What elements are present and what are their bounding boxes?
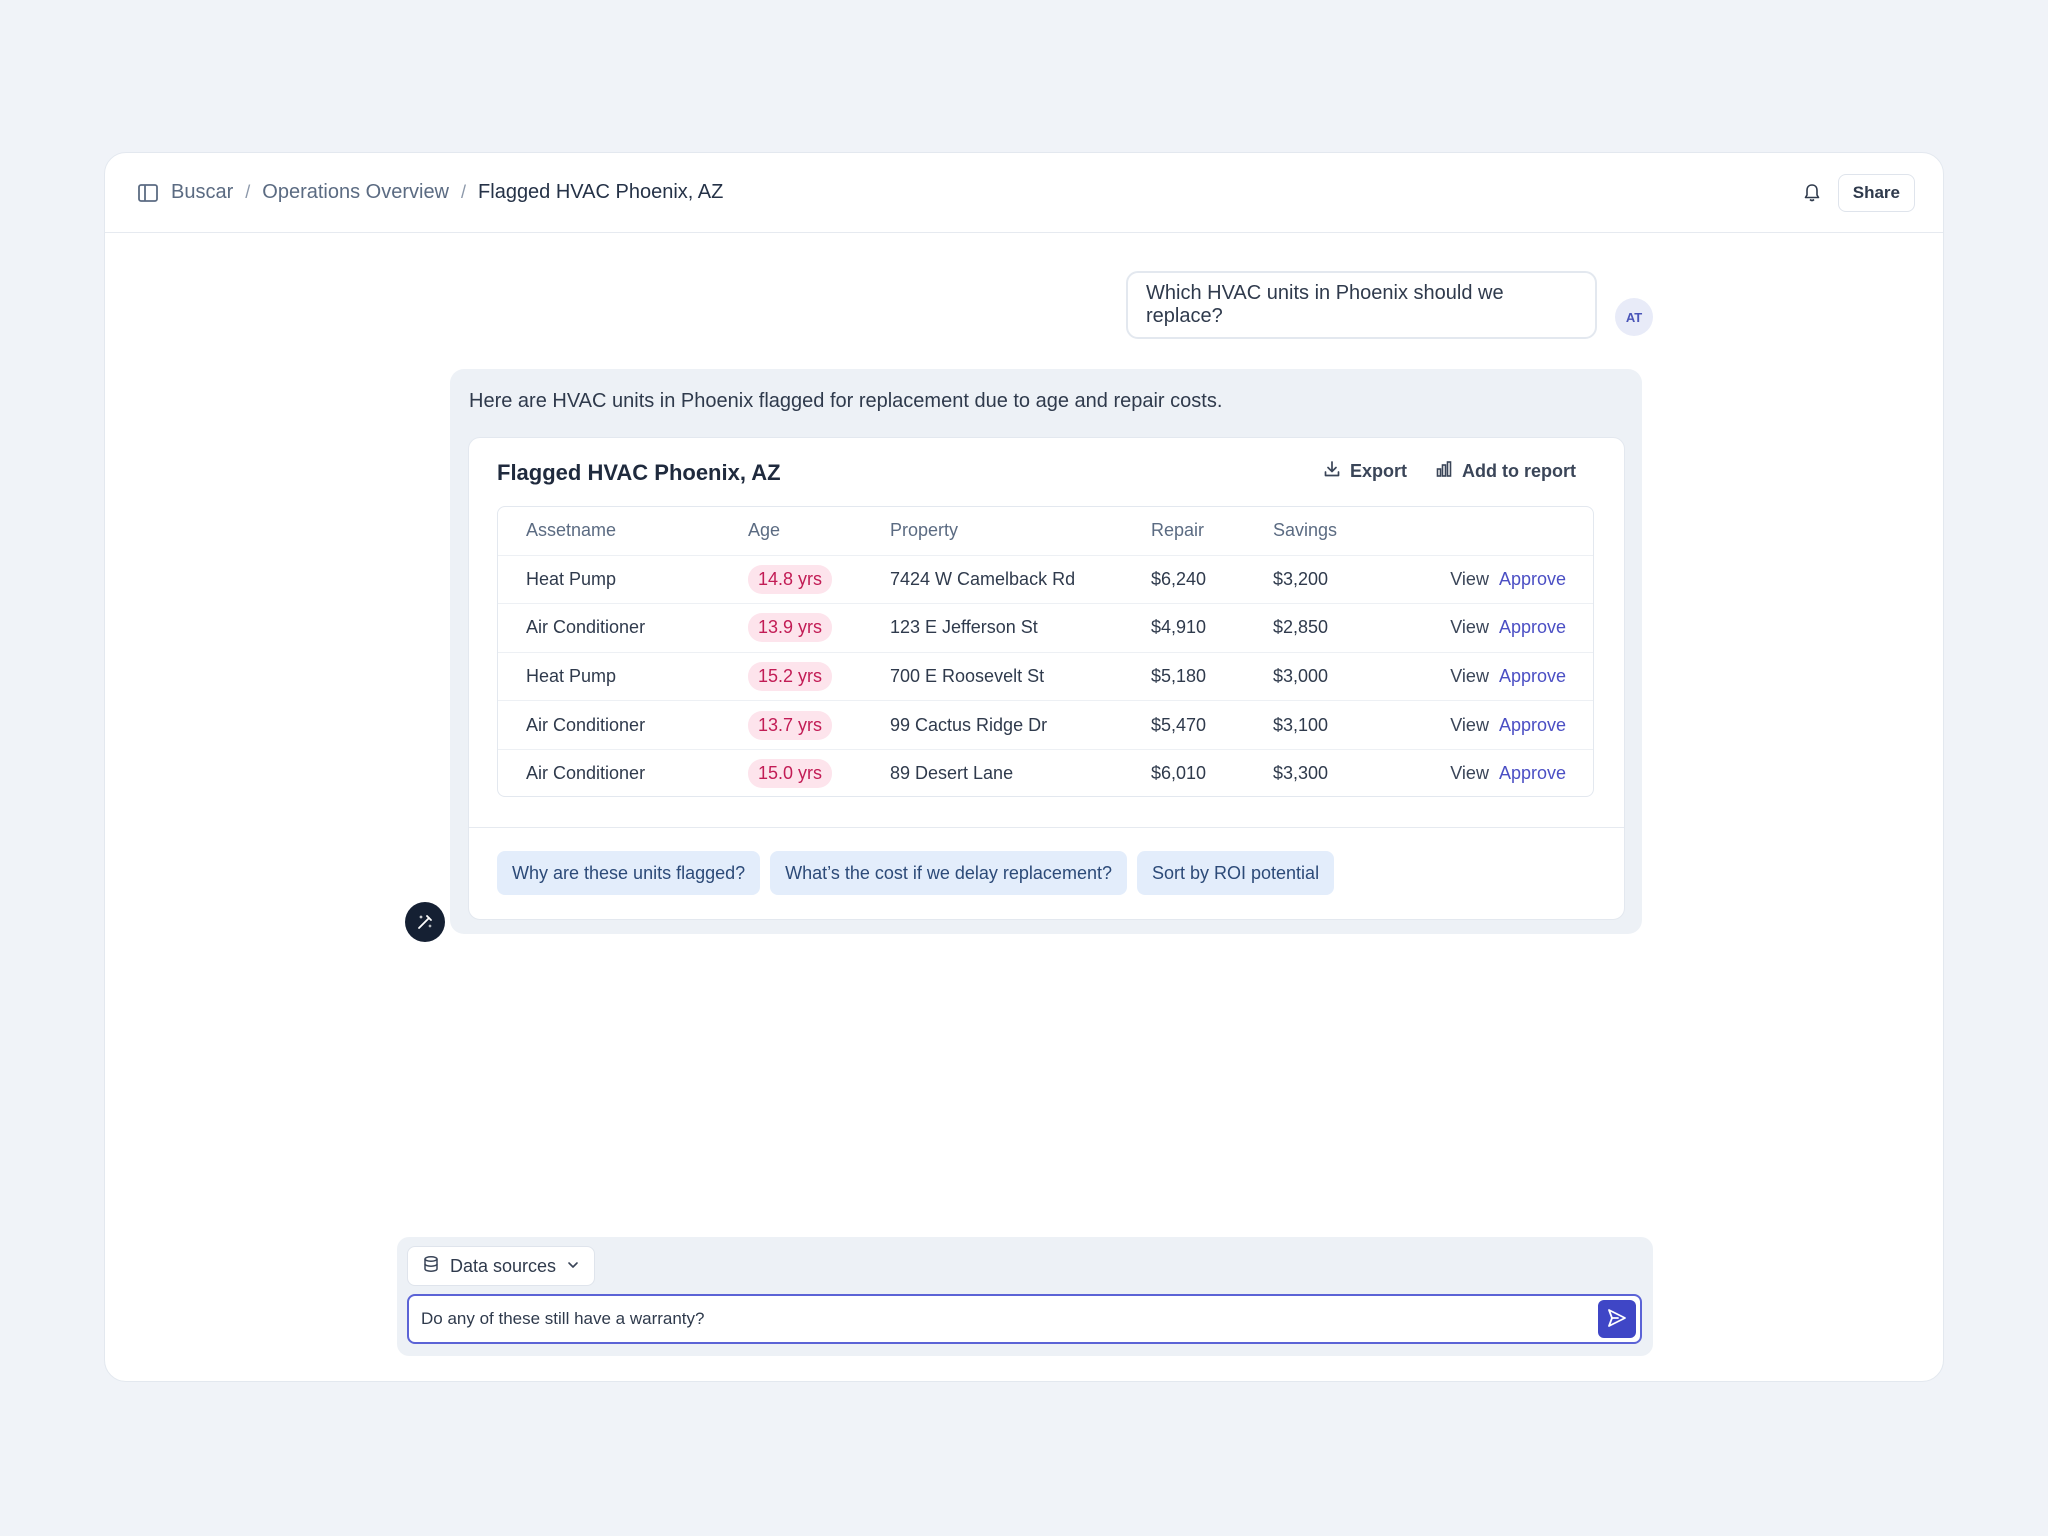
view-link[interactable]: View [1450, 617, 1489, 638]
breadcrumb-separator: / [461, 182, 467, 202]
column-header-assetname: Assetname [526, 520, 617, 541]
data-sources-button[interactable]: Data sources [407, 1246, 596, 1286]
avatar: AT [1615, 298, 1653, 336]
export-button[interactable]: Export [1323, 460, 1407, 483]
view-link[interactable]: View [1450, 714, 1489, 735]
message-input[interactable] [409, 1296, 1598, 1342]
cell-repair: $5,180 [1151, 651, 1273, 701]
column-header-actions [1411, 507, 1593, 555]
cell-savings: $3,300 [1273, 748, 1411, 796]
cell-repair: $6,240 [1151, 554, 1273, 604]
cell-property: 700 E Roosevelt St [890, 651, 1151, 701]
hvac-table: Assetname Age Property Repair Savings He… [497, 506, 1594, 797]
approve-link[interactable]: Approve [1498, 714, 1566, 735]
table-row: Heat Pump 15.2 yrs 700 E Roosevelt St $5… [498, 651, 1593, 701]
results-card: Flagged HVAC Phoenix, AZ Export Add to r… [468, 437, 1625, 920]
approve-link[interactable]: Approve [1498, 568, 1566, 589]
assistant-message-text: Here are HVAC units in Phoenix flagged f… [469, 390, 1223, 412]
user-message: Which HVAC units in Phoenix should we re… [1126, 271, 1597, 339]
cell-savings: $2,850 [1273, 603, 1411, 653]
table-row: Air Conditioner 13.7 yrs 99 Cactus Ridge… [498, 700, 1593, 750]
database-icon [422, 1255, 440, 1278]
cell-property: 123 E Jefferson St [890, 603, 1151, 653]
view-link[interactable]: View [1450, 763, 1489, 784]
add-to-report-label: Add to report [1462, 461, 1576, 481]
breadcrumb: Buscar / Operations Overview / Flagged H… [171, 181, 723, 204]
table-row: Air Conditioner 15.0 yrs 89 Desert Lane … [498, 748, 1593, 796]
suggestion-chip[interactable]: Sort by ROI potential [1136, 851, 1335, 895]
column-header-savings: Savings [1273, 520, 1338, 541]
age-badge: 15.0 yrs [748, 759, 833, 789]
card-title: Flagged HVAC Phoenix, AZ [497, 460, 781, 485]
cell-repair: $4,910 [1151, 603, 1273, 653]
bell-icon[interactable] [1800, 181, 1824, 205]
cell-property: 7424 W Camelback Rd [890, 554, 1151, 604]
sidebar-toggle-icon[interactable] [137, 183, 159, 203]
approve-link[interactable]: Approve [1498, 665, 1566, 686]
cell-repair: $6,010 [1151, 748, 1273, 796]
cell-property: 89 Desert Lane [890, 748, 1151, 796]
share-button[interactable]: Share [1837, 173, 1915, 212]
divider [469, 827, 1624, 828]
view-link[interactable]: View [1450, 568, 1489, 589]
breadcrumb-operations-overview[interactable]: Operations Overview [262, 181, 450, 203]
message-input-field [407, 1294, 1642, 1344]
cell-savings: $3,000 [1273, 651, 1411, 701]
age-badge: 14.8 yrs [748, 564, 833, 594]
send-icon [1606, 1307, 1628, 1332]
download-icon [1323, 460, 1341, 483]
export-label: Export [1349, 461, 1407, 481]
breadcrumb-buscar[interactable]: Buscar [171, 181, 234, 203]
add-to-report-button[interactable]: Add to report [1435, 460, 1576, 483]
suggestion-chips: Why are these units flagged? What’s the … [497, 851, 1335, 895]
suggestion-chip[interactable]: What’s the cost if we delay replacement? [770, 851, 1127, 895]
column-header-property: Property [890, 520, 959, 541]
cell-savings: $3,200 [1273, 554, 1411, 604]
composer: Data sources [397, 1237, 1653, 1356]
column-header-age: Age [748, 520, 781, 541]
send-button[interactable] [1598, 1300, 1636, 1338]
age-badge: 13.9 yrs [748, 613, 833, 643]
breadcrumb-current: Flagged HVAC Phoenix, AZ [478, 181, 724, 203]
age-badge: 13.7 yrs [748, 710, 833, 740]
bar-chart-icon [1435, 460, 1453, 483]
cell-asset: Heat Pump [498, 554, 748, 604]
view-link[interactable]: View [1450, 665, 1489, 686]
suggestion-chip[interactable]: Why are these units flagged? [497, 851, 761, 895]
breadcrumb-separator: / [245, 182, 251, 202]
cell-repair: $5,470 [1151, 700, 1273, 750]
age-badge: 15.2 yrs [748, 661, 833, 691]
cell-asset: Air Conditioner [498, 603, 748, 653]
assistant-message: Here are HVAC units in Phoenix flagged f… [450, 369, 1642, 934]
top-bar: Buscar / Operations Overview / Flagged H… [105, 153, 1943, 233]
table-header-row: Assetname Age Property Repair Savings [498, 507, 1593, 555]
approve-link[interactable]: Approve [1498, 763, 1566, 784]
approve-link[interactable]: Approve [1498, 617, 1566, 638]
table-row: Air Conditioner 13.9 yrs 123 E Jefferson… [498, 603, 1593, 653]
magic-wand-icon [405, 902, 445, 942]
table-row: Heat Pump 14.8 yrs 7424 W Camelback Rd $… [498, 554, 1593, 604]
column-header-repair: Repair [1151, 520, 1205, 541]
cell-asset: Heat Pump [498, 651, 748, 701]
cell-savings: $3,100 [1273, 700, 1411, 750]
app-window: Buscar / Operations Overview / Flagged H… [104, 152, 1944, 1382]
cell-property: 99 Cactus Ridge Dr [890, 700, 1151, 750]
chevron-down-icon [566, 1256, 580, 1277]
data-sources-label: Data sources [450, 1255, 557, 1276]
cell-asset: Air Conditioner [498, 700, 748, 750]
cell-asset: Air Conditioner [498, 748, 748, 796]
